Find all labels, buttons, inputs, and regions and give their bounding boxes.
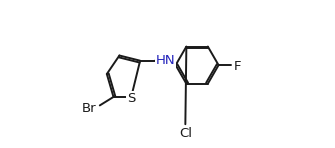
Text: HN: HN: [155, 54, 175, 67]
Text: Cl: Cl: [179, 127, 192, 140]
Text: Br: Br: [82, 102, 96, 115]
Text: S: S: [127, 92, 135, 105]
Text: F: F: [234, 60, 242, 73]
